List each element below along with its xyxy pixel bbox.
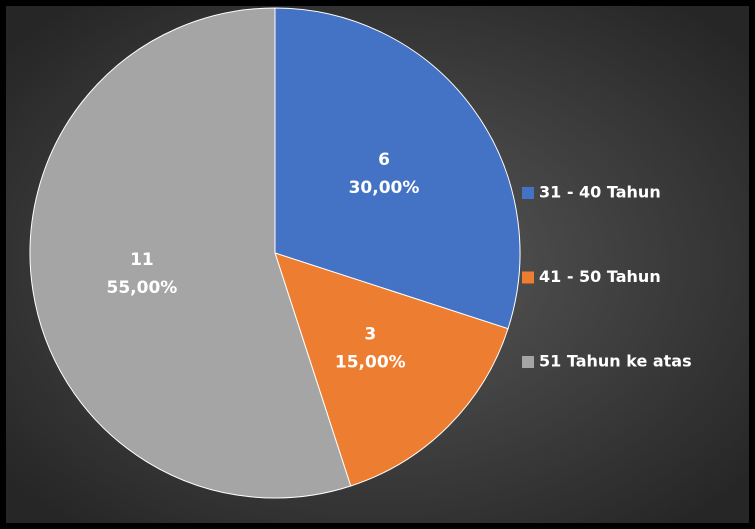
data-label: 11 bbox=[130, 250, 154, 270]
legend-label: 51 Tahun ke atas bbox=[539, 352, 692, 371]
legend-swatch bbox=[522, 187, 534, 199]
data-label: 55,00% bbox=[107, 278, 178, 298]
pie-slice bbox=[274, 7, 521, 330]
legend-label: 31 - 40 Tahun bbox=[539, 183, 661, 202]
legend-label: 41 - 50 Tahun bbox=[539, 267, 661, 286]
pie-slice bbox=[274, 252, 509, 487]
legend-swatch bbox=[522, 271, 534, 284]
data-label: 3 bbox=[364, 324, 376, 344]
pie-slice bbox=[29, 7, 352, 499]
data-label: 30,00% bbox=[349, 178, 420, 198]
data-label: 15,00% bbox=[335, 352, 406, 372]
legend-swatch bbox=[522, 356, 534, 368]
data-label: 6 bbox=[378, 150, 390, 170]
